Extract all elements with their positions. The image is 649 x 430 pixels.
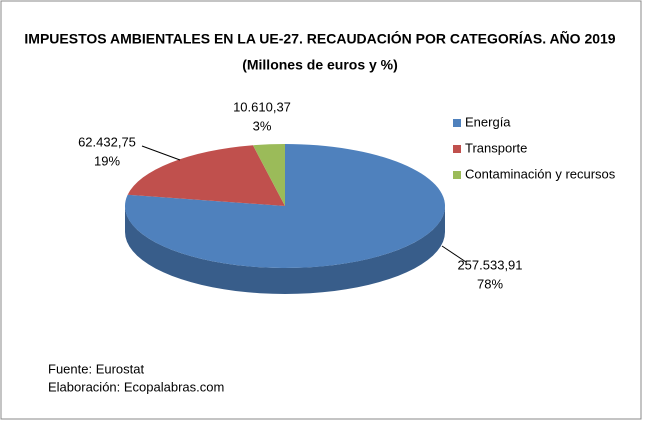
data-label: 257.533,91: [457, 257, 522, 272]
credit-note: Elaboración: Ecopalabras.com: [48, 379, 224, 394]
slice-side: [125, 206, 445, 294]
data-label-percent: 78%: [477, 276, 503, 291]
legend-swatch: [453, 145, 461, 153]
legend-label: Energía: [465, 114, 511, 129]
source-note: Fuente: Eurostat: [48, 361, 144, 376]
leader-line: [441, 245, 467, 263]
chart-subtitle: (Millones de euros y %): [242, 57, 398, 73]
leader-line: [141, 145, 181, 161]
legend-label: Contaminación y recursos: [465, 166, 616, 181]
data-label-percent: 3%: [253, 118, 272, 133]
legend-swatch: [453, 119, 461, 127]
chart-title: IMPUESTOS AMBIENTALES EN LA UE-27. RECAU…: [24, 30, 615, 47]
data-label-percent: 19%: [94, 153, 120, 168]
legend-label: Transporte: [465, 140, 527, 155]
legend-swatch: [453, 171, 461, 179]
pie-slice: [127, 145, 285, 206]
data-label: 62.432,75: [78, 134, 136, 149]
pie-slice: [252, 144, 285, 206]
data-label: 10.610,37: [233, 99, 291, 114]
